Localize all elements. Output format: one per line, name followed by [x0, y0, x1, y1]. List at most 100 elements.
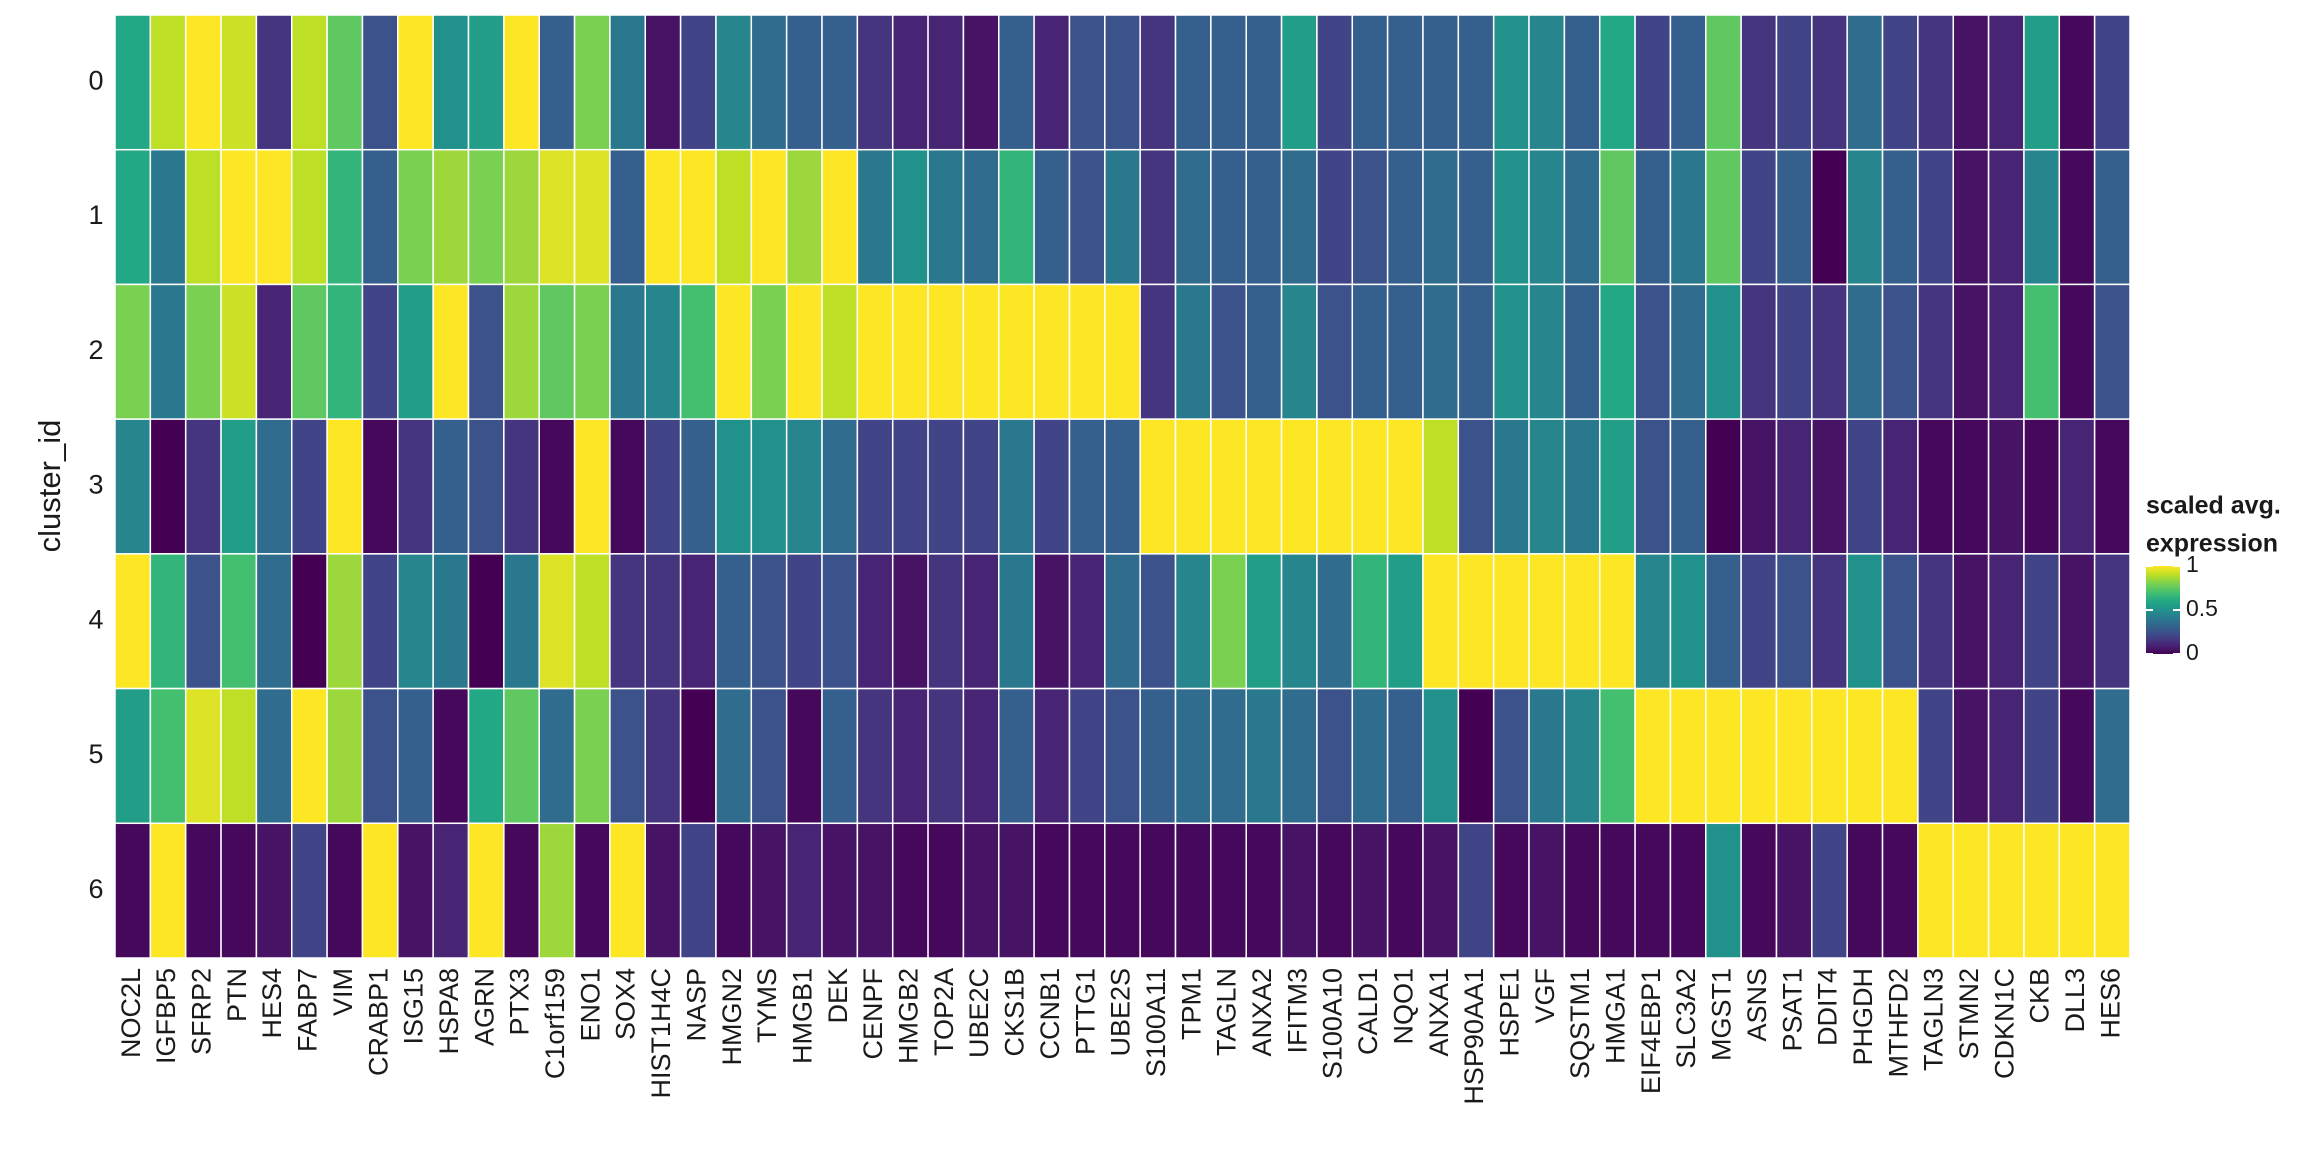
heatmap-cell — [856, 14, 894, 151]
heatmap-cell — [220, 14, 258, 151]
heatmap-cell — [1351, 148, 1389, 286]
heatmap-cell — [1351, 822, 1389, 959]
x-tick-label: HES4 — [257, 968, 287, 1039]
heatmap-cell — [2093, 148, 2131, 286]
heatmap-cell — [1528, 687, 1566, 825]
heatmap-cell — [291, 822, 328, 959]
heatmap-cell — [2023, 687, 2061, 825]
heatmap-cell — [1917, 553, 1954, 690]
x-tick-label: CKS1B — [1000, 968, 1030, 1057]
heatmap-cell — [927, 148, 965, 286]
heatmap-cell — [467, 553, 505, 690]
legend-title: scaled avg. — [2146, 492, 2281, 520]
heatmap-cell — [998, 148, 1035, 286]
heatmap-cell — [432, 418, 470, 555]
colorbar-tick-label: 0.5 — [2186, 595, 2218, 621]
heatmap-cell — [927, 822, 965, 959]
x-tick-label: DEK — [823, 968, 853, 1024]
heatmap-cell — [750, 553, 788, 690]
heatmap-cell — [1598, 418, 1636, 555]
heatmap-cell — [1033, 687, 1071, 825]
heatmap-cell — [326, 14, 364, 151]
heatmap-cell — [2023, 14, 2061, 151]
heatmap-cell — [1634, 14, 1672, 151]
x-tick-label: HMGA1 — [1601, 968, 1631, 1064]
heatmap-cell — [149, 283, 187, 420]
heatmap-cell — [255, 148, 293, 286]
heatmap-cell — [114, 283, 152, 420]
heatmap-cell — [432, 14, 470, 151]
x-tick-label: NOC2L — [116, 968, 146, 1058]
heatmap-cell — [856, 283, 894, 420]
heatmap-cell — [1669, 553, 1707, 690]
heatmap-cell — [1068, 14, 1106, 151]
heatmap-cell — [1740, 687, 1778, 825]
heatmap-cell — [1846, 14, 1884, 151]
x-tick-label: CRABP1 — [363, 968, 393, 1076]
x-tick-label: PTX3 — [505, 968, 535, 1036]
x-tick-label: IGFBP5 — [151, 968, 181, 1064]
heatmap-cell — [821, 283, 859, 420]
heatmap-cell — [1634, 148, 1672, 286]
x-tick-label: PSAT1 — [1777, 968, 1807, 1052]
heatmap-cell — [927, 283, 965, 420]
heatmap-cell — [326, 553, 364, 690]
heatmap-cell — [1280, 418, 1318, 555]
heatmap-cell — [1598, 283, 1636, 420]
heatmap-cell — [821, 14, 859, 151]
x-tick-label: SFRP2 — [187, 968, 217, 1055]
heatmap-cell — [785, 418, 823, 555]
heatmap-cell — [1917, 14, 1954, 151]
heatmap-cell — [644, 418, 682, 555]
heatmap-cell — [715, 418, 753, 555]
heatmap-cell — [715, 822, 753, 959]
heatmap-cell — [326, 687, 364, 825]
heatmap-cell — [715, 148, 753, 286]
heatmap-cell — [785, 14, 823, 151]
heatmap-cell — [1422, 822, 1460, 959]
heatmap-cell — [1245, 148, 1283, 286]
heatmap-cell — [149, 418, 187, 555]
heatmap-cell — [1033, 553, 1071, 690]
heatmap-cell — [255, 553, 293, 690]
heatmap-cell — [1846, 822, 1884, 959]
heatmap-cell — [1174, 283, 1212, 420]
heatmap-cell — [1598, 687, 1636, 825]
heatmap-cell — [785, 283, 823, 420]
heatmap-cell — [2058, 283, 2096, 420]
y-tick-label: 5 — [88, 739, 103, 769]
heatmap-cell — [1881, 553, 1919, 690]
heatmap-cell — [998, 553, 1035, 690]
heatmap-cell — [1104, 822, 1141, 959]
heatmap-cell — [1952, 14, 1990, 151]
heatmap-cell — [255, 418, 293, 555]
heatmap-cell — [1705, 822, 1742, 959]
heatmap-cell — [467, 822, 505, 959]
heatmap-cell — [821, 148, 859, 286]
heatmap-cell — [1952, 822, 1990, 959]
heatmap-cell — [1740, 148, 1778, 286]
heatmap-cell — [1210, 283, 1247, 420]
heatmap-cell — [2058, 553, 2096, 690]
heatmap-cell — [1705, 553, 1742, 690]
x-tick-label: SOX4 — [611, 968, 641, 1040]
y-axis-title: cluster_id — [32, 420, 67, 553]
heatmap-cell — [1033, 283, 1071, 420]
heatmap-cell — [962, 14, 1000, 151]
heatmap-cell — [1952, 553, 1990, 690]
x-tick-label: SLC3A2 — [1671, 968, 1701, 1069]
x-tick-label: UBE2S — [1106, 968, 1136, 1057]
heatmap-cell — [1386, 822, 1424, 959]
heatmap-cell — [397, 148, 434, 286]
heatmap-cell — [1351, 418, 1389, 555]
heatmap-cell — [644, 148, 682, 286]
heatmap-cell — [1952, 418, 1990, 555]
heatmap-cell — [432, 822, 470, 959]
heatmap-cell — [1280, 822, 1318, 959]
heatmap-cell — [1104, 418, 1141, 555]
x-tick-label: ASNS — [1742, 968, 1772, 1042]
heatmap-cell — [785, 553, 823, 690]
heatmap-cell — [1598, 148, 1636, 286]
heatmap-cell — [503, 418, 540, 555]
heatmap-cell — [962, 418, 1000, 555]
